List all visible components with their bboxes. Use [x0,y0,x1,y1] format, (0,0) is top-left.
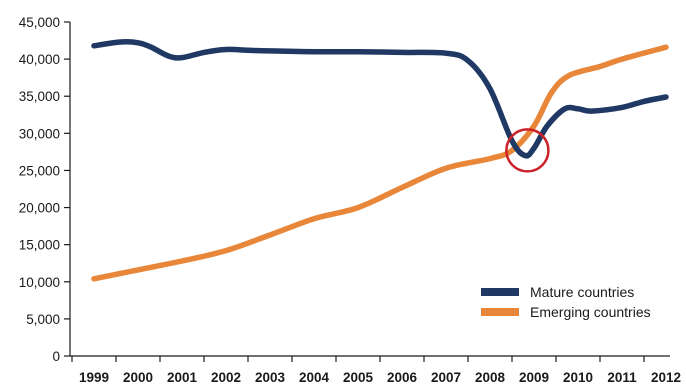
x-tick-label: 2009 [519,370,549,385]
x-axis: 1999 2000 2001 2002 2003 2004 2005 2006 2007 2008… [70,355,681,385]
legend: Mature countries Emerging countries [481,284,651,320]
y-tick-label: 25,000 [19,163,60,178]
y-tick-label: 30,000 [19,126,60,141]
legend-item-emerging: Emerging countries [481,304,651,320]
x-tick-label: 2002 [211,370,241,385]
x-tick-label: 1999 [79,370,109,385]
x-tick-label: 2001 [167,370,198,385]
x-tick-label: 2005 [343,370,374,385]
y-tick-label: 5,000 [26,312,60,327]
x-tick-label: 2012 [651,370,681,385]
x-tick-label: 2007 [431,370,461,385]
legend-label-mature: Mature countries [530,284,634,300]
legend-label-emerging: Emerging countries [530,304,651,320]
x-tick-label: 2000 [123,370,153,385]
y-axis: 0 5,000 10,000 15,000 20,000 25,000 30,000 35,0… [19,15,71,364]
highlight-circle [505,128,550,173]
legend-swatch-emerging [481,308,519,316]
y-tick-label: 40,000 [19,52,60,67]
x-tick-label: 2011 [607,370,637,385]
series-layer [91,39,669,282]
y-tick-label: 0 [52,349,60,364]
series-line-emerging [91,44,669,282]
x-tick-label: 2003 [255,370,286,385]
y-tick-label: 10,000 [19,275,60,290]
x-tick-label: 2006 [387,370,418,385]
x-tick-label: 2004 [299,370,330,385]
y-tick-label: 35,000 [19,89,60,104]
annotation-layer [505,128,550,173]
y-tick-label: 20,000 [19,201,60,216]
y-tick-label: 45,000 [19,15,60,30]
series-line-mature [91,39,669,159]
x-tick-label: 2008 [475,370,506,385]
y-tick-label: 15,000 [19,238,60,253]
x-tick-label: 2010 [563,370,593,385]
legend-item-mature: Mature countries [481,284,634,300]
legend-swatch-mature [481,288,519,296]
